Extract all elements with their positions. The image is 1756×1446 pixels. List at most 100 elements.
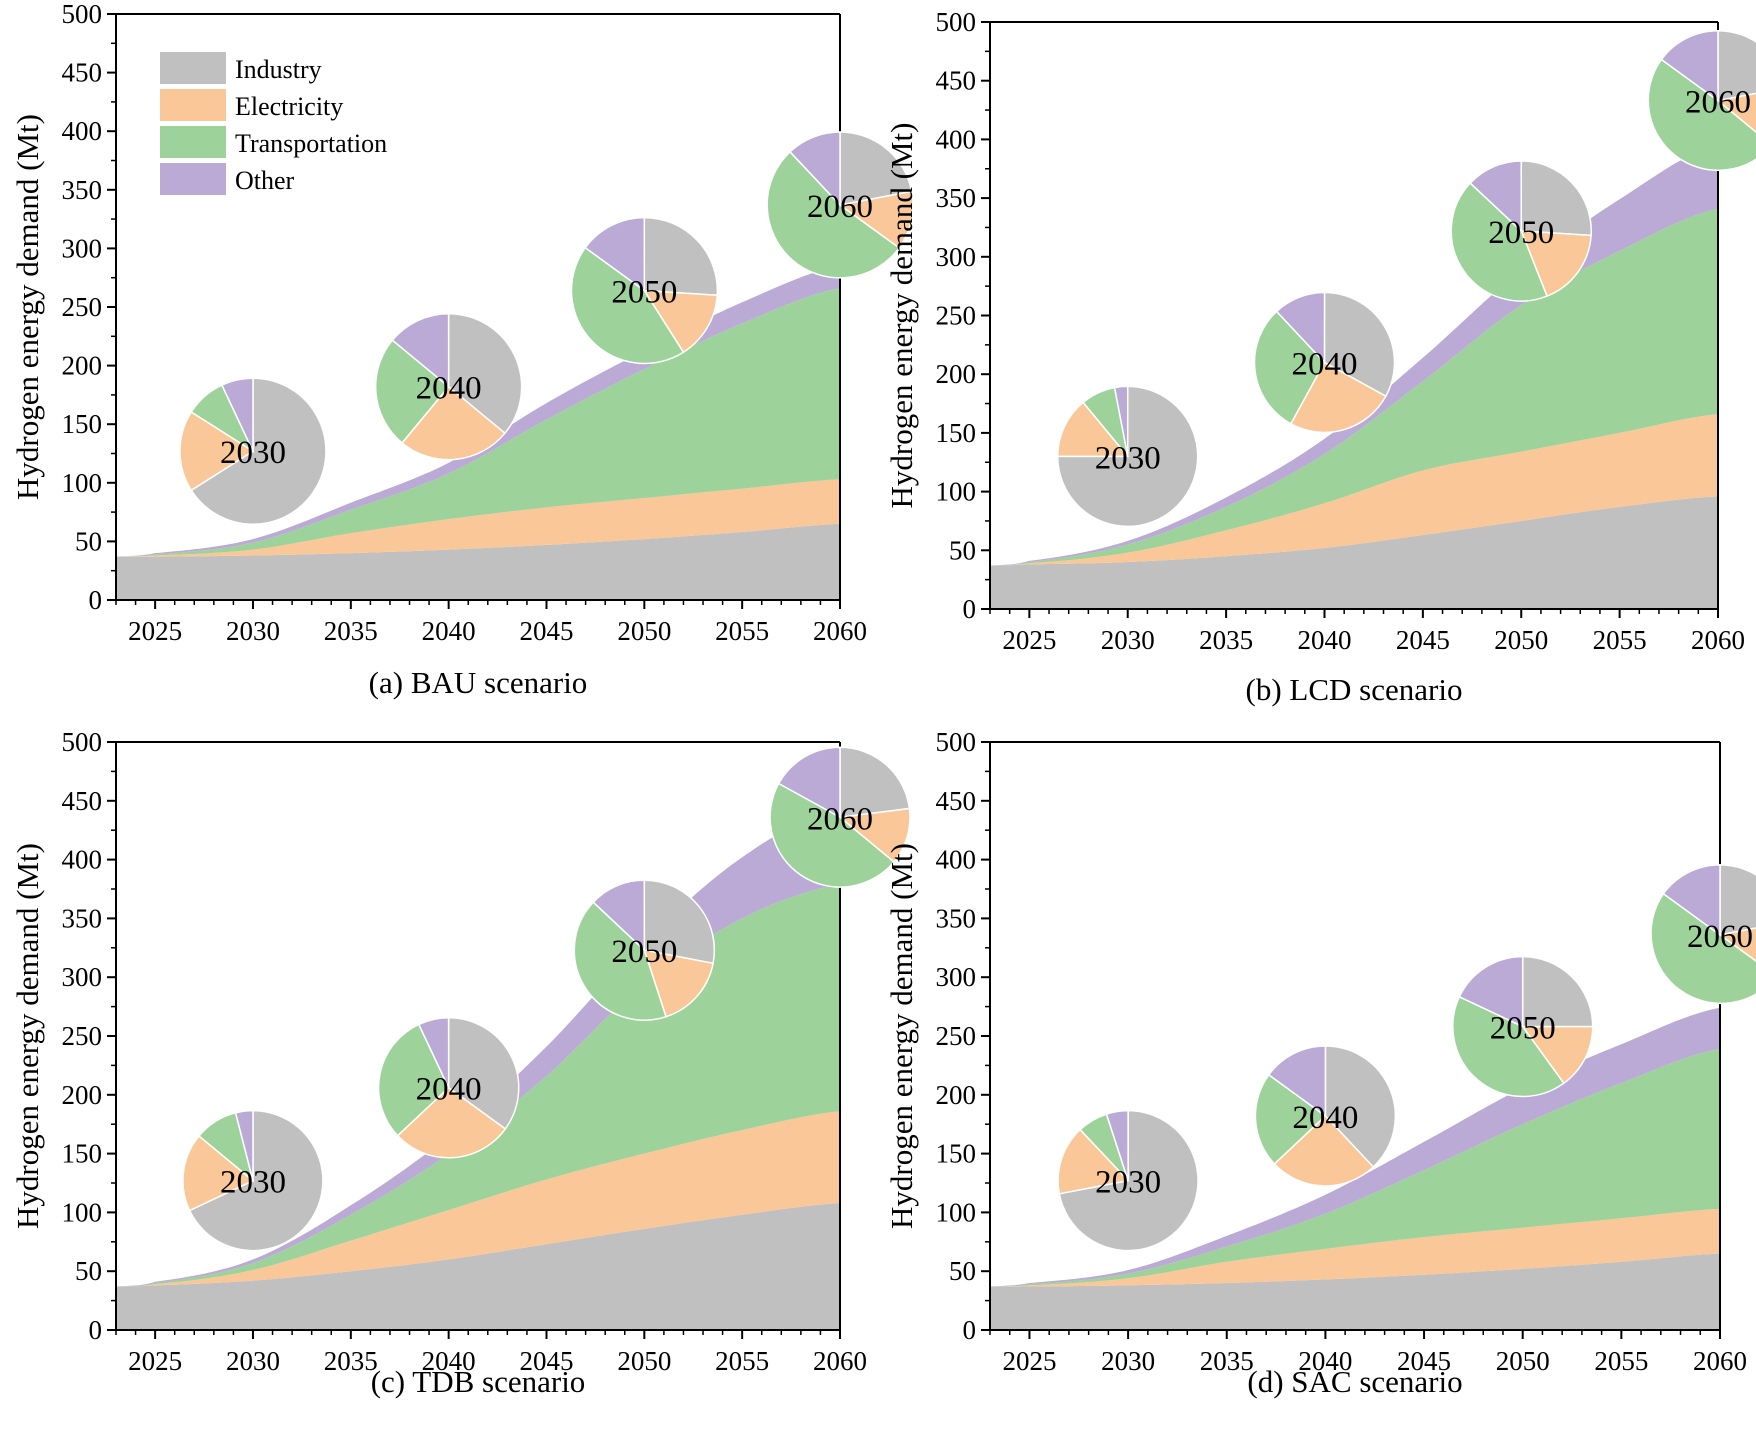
y-tick-label: 400 xyxy=(62,116,103,146)
legend: Industry Electricity Transportation Other xyxy=(160,52,387,195)
x-tick-label: 2045 xyxy=(1396,625,1450,655)
pie-slice-transportation xyxy=(1647,58,1756,172)
legend-label-other: Other xyxy=(235,166,295,195)
pie-2050: 2050 xyxy=(570,216,719,365)
area-industry xyxy=(116,523,840,600)
pie-slice-electricity xyxy=(396,1086,507,1159)
pie-slice-transportation xyxy=(1253,310,1326,425)
area-electricity xyxy=(116,1111,840,1287)
legend-label-electricity: Electricity xyxy=(235,92,343,121)
pie-slice-electricity xyxy=(1057,1128,1130,1195)
y-tick-label: 450 xyxy=(936,66,977,96)
x-tick-label: 2040 xyxy=(1297,625,1351,655)
pie-2030: 2030 xyxy=(179,377,327,525)
y-tick-label: 200 xyxy=(62,1080,103,1110)
pie-year-label: 2060 xyxy=(1687,919,1753,955)
pie-slice-other xyxy=(1662,864,1721,937)
x-tick-label: 2025 xyxy=(128,616,182,646)
y-tick-label: 150 xyxy=(936,418,977,448)
pie-slice-other xyxy=(1458,955,1524,1028)
y-tick-label: 350 xyxy=(936,183,977,213)
x-tick-label: 2055 xyxy=(1594,1346,1648,1376)
x-tick-label: 2035 xyxy=(1200,1346,1254,1376)
pie-year-label: 2050 xyxy=(1488,215,1554,251)
pie-slice-transportation xyxy=(1650,892,1756,1005)
area-other xyxy=(990,144,1718,566)
x-tick-label: 2050 xyxy=(1494,625,1548,655)
pie-2030: 2030 xyxy=(182,1109,324,1252)
pie-slice-electricity xyxy=(1718,927,1756,962)
pie-year-label: 2050 xyxy=(611,275,677,311)
x-tick-label: 2030 xyxy=(226,616,280,646)
pie-slice-electricity xyxy=(1520,230,1592,298)
pie-slice-industry xyxy=(1717,29,1756,102)
pie-slice-other xyxy=(1660,29,1719,103)
pie-slice-other xyxy=(391,312,450,389)
pie-slice-electricity xyxy=(1273,1114,1375,1187)
panel-b: 0 50 100 150 200 250 300 350 400 450 500 2025 2030 20… xyxy=(884,7,1756,707)
pie-slice-industry xyxy=(1520,160,1592,237)
x-tick-label: 2030 xyxy=(1101,625,1155,655)
pie-2040: 2040 xyxy=(375,312,523,461)
area-industry xyxy=(990,1253,1720,1330)
pie-slice-other xyxy=(220,377,254,452)
pie-year-label: 2040 xyxy=(1291,346,1357,382)
pie-slice-transportation xyxy=(570,246,685,365)
x-tick-label: 2035 xyxy=(324,616,378,646)
x-tick-label: 2060 xyxy=(813,616,867,646)
y-tick-label: 400 xyxy=(936,845,977,875)
x-tick-label: 2045 xyxy=(1397,1346,1451,1376)
pie-2030: 2030 xyxy=(1057,1109,1199,1252)
panel-c: 0 50 100 150 200 250 300 350 400 450 500 2025 2030 20… xyxy=(10,727,911,1399)
x-tick-label: 2040 xyxy=(1298,1346,1352,1376)
y-axis-label: Hydrogen energy demand (Mt) xyxy=(884,843,919,1229)
y-axis-label: Hydrogen energy demand (Mt) xyxy=(884,123,919,509)
y-tick-label: 150 xyxy=(62,1139,103,1169)
y-axis-label: Hydrogen energy demand (Mt) xyxy=(10,843,45,1229)
pie-slice-industry xyxy=(447,312,523,435)
pie-slice-other xyxy=(584,216,646,293)
x-tick-label: 2035 xyxy=(324,1346,378,1376)
pie-year-label: 2040 xyxy=(416,371,482,407)
y-tick-label: 500 xyxy=(936,7,977,37)
x-tick-label: 2030 xyxy=(1101,1346,1155,1376)
y-tick-label: 50 xyxy=(75,1256,102,1286)
legend-label-industry: Industry xyxy=(235,55,322,84)
y-tick-label: 450 xyxy=(62,58,103,88)
pie-slice-industry xyxy=(1324,1045,1397,1169)
pie-slice-industry xyxy=(839,746,911,819)
area-series-group xyxy=(990,1007,1720,1330)
y-tick-label: 300 xyxy=(62,233,103,263)
x-tick-label: 2060 xyxy=(1691,625,1745,655)
area-transportation xyxy=(990,1048,1720,1287)
pie-slice-transportation xyxy=(375,339,450,444)
pie-slice-industry xyxy=(839,131,913,206)
x-tick-label: 2055 xyxy=(715,1346,769,1376)
y-tick-label: 0 xyxy=(89,1315,103,1345)
pie-2040: 2040 xyxy=(1253,291,1396,434)
pie-slice-other xyxy=(1275,291,1326,365)
y-tick-label: 200 xyxy=(936,1080,977,1110)
pie-year-label: 2040 xyxy=(1292,1100,1358,1136)
y-axis-label: Hydrogen energy demand (Mt) xyxy=(10,114,45,500)
area-industry xyxy=(990,496,1718,609)
y-tick-label: 0 xyxy=(963,594,977,624)
pie-slice-other xyxy=(1105,1109,1129,1181)
x-tick-label: 2050 xyxy=(617,1346,671,1376)
y-tick-label: 150 xyxy=(936,1139,977,1169)
x-tick-label: 2050 xyxy=(1496,1346,1550,1376)
y-tick-label: 100 xyxy=(936,477,977,507)
x-tick-label: 2040 xyxy=(422,616,476,646)
pie-2030: 2030 xyxy=(1056,385,1199,528)
x-tick-label: 2025 xyxy=(1002,1346,1056,1376)
x-tick-label: 2025 xyxy=(128,1346,182,1376)
y-tick-label: 200 xyxy=(936,359,977,389)
area-electricity xyxy=(116,479,840,557)
pie-year-label: 2060 xyxy=(807,189,873,225)
legend-swatch-electricity xyxy=(160,89,226,121)
pie-slice-other xyxy=(234,1109,254,1181)
area-industry xyxy=(116,1203,840,1330)
pie-2040: 2040 xyxy=(1254,1045,1397,1187)
pie-year-label: 2050 xyxy=(1490,1011,1556,1047)
pie-2040: 2040 xyxy=(377,1016,520,1159)
